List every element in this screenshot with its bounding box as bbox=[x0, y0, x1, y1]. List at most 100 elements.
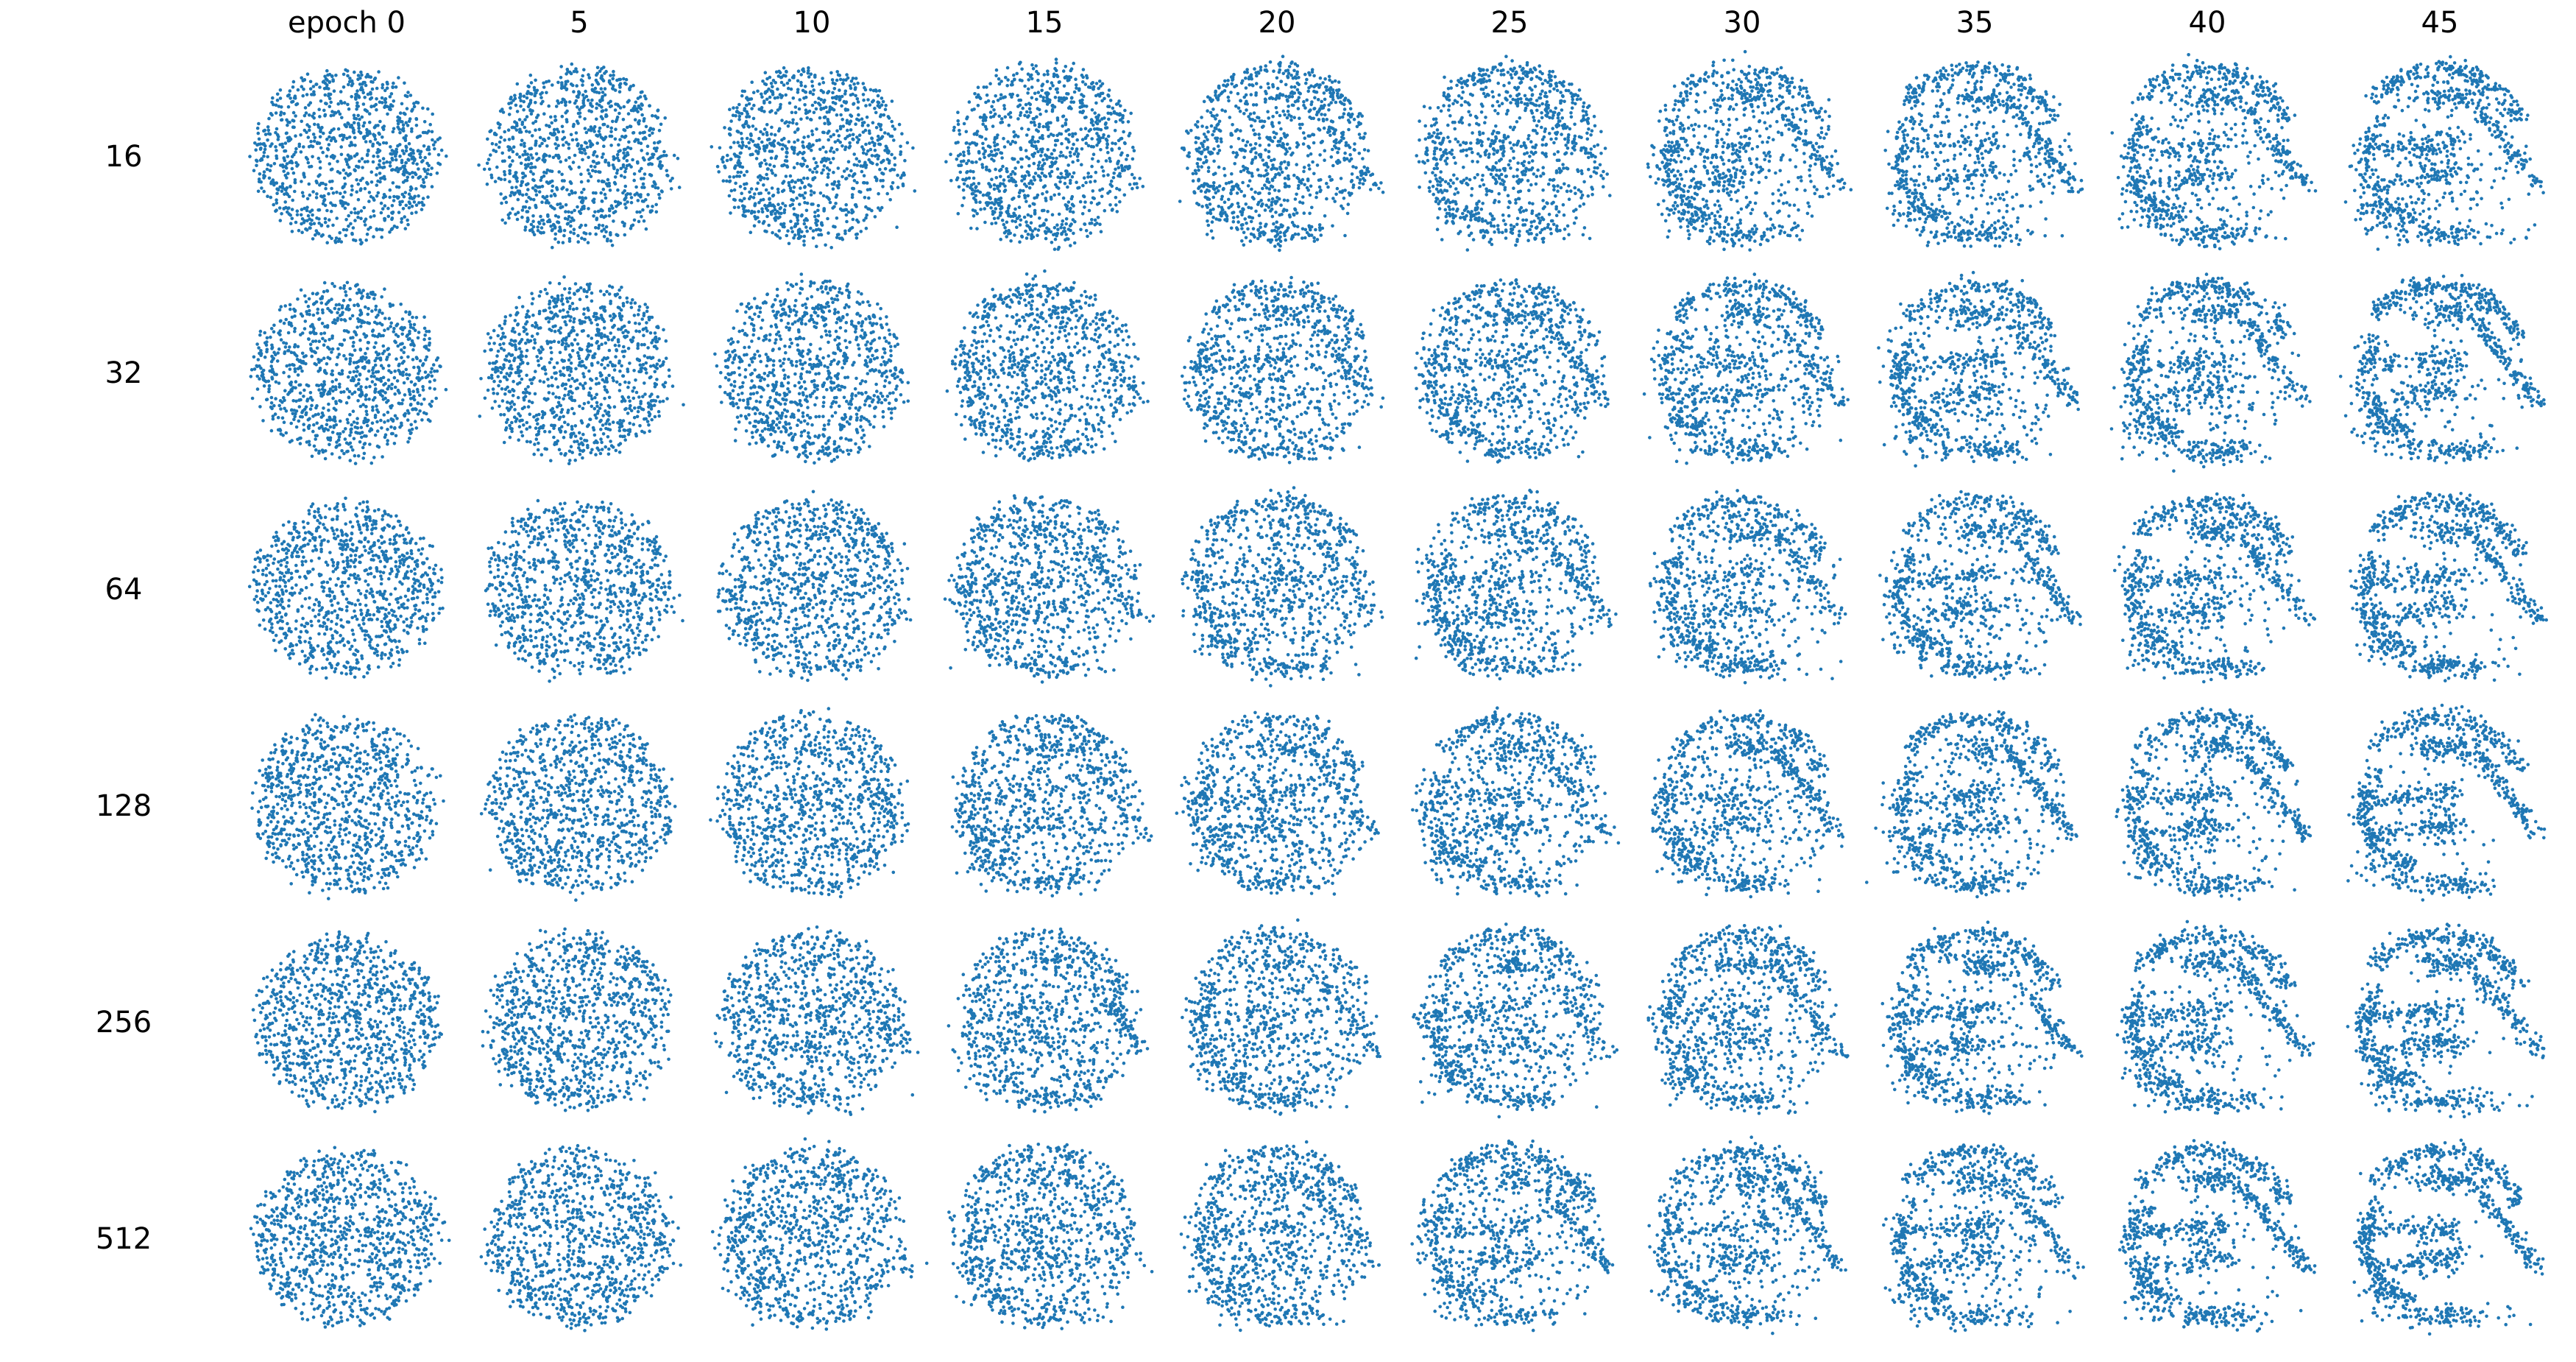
scatter-point bbox=[300, 208, 304, 211]
scatter-point bbox=[578, 147, 581, 151]
scatter-point bbox=[328, 143, 331, 147]
scatter-point bbox=[398, 143, 402, 147]
scatter-point bbox=[551, 189, 554, 193]
scatter-point bbox=[406, 219, 409, 222]
scatter-point bbox=[400, 102, 404, 106]
scatter-point bbox=[642, 200, 645, 203]
scatter-point bbox=[359, 216, 363, 220]
scatter-point bbox=[579, 224, 583, 227]
scatter-point bbox=[312, 112, 316, 116]
scatter-point bbox=[572, 123, 576, 127]
scatter-point bbox=[508, 180, 512, 183]
scatter-point bbox=[422, 197, 425, 200]
scatter-point bbox=[621, 221, 625, 225]
scatter-point bbox=[503, 222, 507, 225]
scatter-point bbox=[302, 194, 305, 198]
scatter-point bbox=[291, 155, 294, 159]
scatter-point bbox=[660, 164, 664, 168]
scatter-point bbox=[509, 97, 512, 101]
scatter-point bbox=[291, 119, 294, 122]
scatter-point bbox=[333, 89, 336, 93]
scatter-point bbox=[286, 124, 289, 127]
scatter-point bbox=[518, 118, 522, 121]
scatter-point bbox=[289, 214, 292, 217]
scatter-point bbox=[417, 167, 420, 171]
scatter-point bbox=[595, 118, 598, 121]
scatter-point bbox=[534, 184, 538, 188]
scatter-point bbox=[283, 157, 286, 160]
scatter-point bbox=[553, 226, 557, 230]
scatter-point bbox=[626, 126, 629, 130]
scatter-point bbox=[267, 129, 271, 133]
scatter-point bbox=[324, 113, 328, 117]
scatter-point bbox=[296, 213, 300, 216]
scatter-point bbox=[431, 130, 434, 134]
scatter-point bbox=[594, 233, 598, 236]
scatter-point bbox=[556, 144, 560, 147]
scatter-point bbox=[649, 211, 653, 214]
scatter-point bbox=[542, 222, 546, 226]
scatter-point bbox=[275, 201, 279, 205]
scatter-point bbox=[538, 128, 542, 132]
scatter-point bbox=[521, 194, 525, 197]
scatter-point bbox=[425, 148, 429, 152]
scatter-point bbox=[422, 167, 426, 171]
scatter-point bbox=[584, 224, 587, 227]
scatter-point bbox=[425, 175, 428, 179]
scatter-point bbox=[638, 106, 642, 110]
scatter-point bbox=[638, 169, 642, 173]
scatter-point bbox=[652, 153, 656, 157]
scatter-point bbox=[325, 102, 328, 106]
scatter-point bbox=[301, 94, 305, 98]
scatter-point bbox=[285, 176, 289, 180]
scatter-point bbox=[344, 207, 347, 211]
scatter-point bbox=[564, 210, 567, 214]
scatter-point bbox=[576, 234, 580, 238]
scatter-point bbox=[381, 83, 385, 87]
scatter-point bbox=[524, 163, 528, 167]
scatter-point bbox=[575, 138, 578, 141]
scatter-point bbox=[309, 80, 313, 84]
scatter-point bbox=[264, 133, 268, 136]
scatter-point bbox=[572, 90, 576, 93]
scatter-point bbox=[263, 151, 266, 155]
scatter-point bbox=[611, 244, 615, 247]
scatter-point bbox=[534, 189, 538, 193]
scatter-point bbox=[325, 79, 329, 82]
scatter-point bbox=[355, 102, 359, 105]
scatter-point bbox=[286, 155, 290, 158]
scatter-point bbox=[513, 93, 517, 97]
scatter-point bbox=[556, 155, 560, 158]
scatter-point bbox=[347, 202, 350, 206]
scatter-point bbox=[784, 204, 788, 208]
scatter-point bbox=[305, 156, 308, 160]
scatter-point bbox=[372, 198, 376, 202]
scatter-point bbox=[285, 132, 289, 135]
scatter-point bbox=[612, 163, 615, 167]
scatter-point bbox=[565, 203, 568, 207]
scatter-point bbox=[392, 127, 396, 131]
scatter-point bbox=[285, 119, 289, 122]
scatter-point bbox=[547, 136, 551, 140]
scatter-point bbox=[280, 189, 284, 193]
scatter-point bbox=[319, 147, 323, 150]
scatter-point bbox=[346, 103, 350, 107]
scatter-point bbox=[551, 229, 554, 233]
scatter-point bbox=[582, 188, 586, 191]
scatter-point bbox=[296, 209, 300, 213]
scatter-point bbox=[275, 127, 279, 131]
scatter-point bbox=[561, 115, 565, 119]
scatter-point bbox=[367, 200, 371, 203]
scatter-point bbox=[811, 85, 815, 88]
scatter-point bbox=[604, 87, 607, 91]
scatter-point bbox=[592, 214, 595, 218]
scatter-point bbox=[342, 201, 346, 205]
scatter-point bbox=[353, 219, 357, 222]
scatter-point bbox=[542, 154, 546, 158]
scatter-point bbox=[356, 216, 360, 219]
scatter-point bbox=[620, 135, 624, 138]
scatter-point bbox=[414, 187, 418, 191]
scatter-point bbox=[645, 125, 648, 129]
scatter-point bbox=[609, 127, 613, 130]
scatter-point bbox=[388, 196, 392, 200]
